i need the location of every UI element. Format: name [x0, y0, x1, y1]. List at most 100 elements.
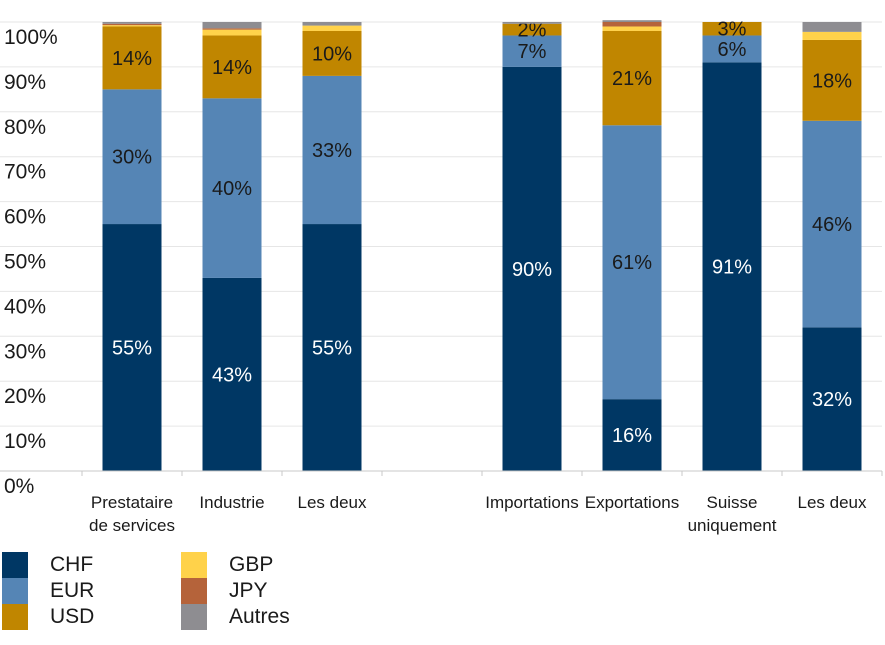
- data-label: 21%: [612, 68, 652, 90]
- legend-label-chf: CHF: [50, 553, 94, 576]
- bar-segment-autres: [602, 20, 662, 22]
- bar-segment-usd: [802, 39, 862, 121]
- legend-swatch-jpy: [181, 578, 207, 604]
- x-category-label: Suisse: [706, 493, 757, 512]
- bar-segment-autres: [302, 22, 362, 26]
- y-tick-label: 100%: [4, 26, 58, 49]
- data-label: 2%: [518, 20, 547, 42]
- data-label: 14%: [112, 48, 152, 70]
- data-label: 3%: [718, 19, 747, 41]
- legend-item-gbp: GBP: [181, 552, 273, 578]
- bar-segment-gbp: [202, 29, 262, 36]
- bar-stack: 43% 40% 14%: [202, 22, 262, 471]
- x-category-label: Les deux: [298, 493, 367, 512]
- bar-stack: 32% 46% 18%: [802, 22, 862, 471]
- bar-segment-usd: [202, 35, 262, 99]
- data-label: 18%: [812, 70, 852, 92]
- bar-segment-chf: [302, 224, 362, 471]
- bar-segment-usd: [702, 22, 762, 36]
- bar-segment-usd: [502, 23, 562, 36]
- legend-label-jpy: JPY: [229, 579, 268, 602]
- bar-segment-jpy: [202, 28, 262, 30]
- y-tick-label: 50%: [4, 251, 46, 274]
- x-category-label: Industrie: [199, 493, 264, 512]
- x-axis: [0, 470, 883, 476]
- legend-label-eur: EUR: [50, 579, 95, 602]
- legend-swatch-chf: [2, 552, 28, 578]
- data-label: 16%: [612, 425, 652, 447]
- y-tick-label: 10%: [4, 430, 46, 453]
- y-tick-label: 0%: [4, 475, 34, 498]
- bar-segment-eur: [302, 75, 362, 225]
- stacked-bar-chart: 0% 10% 20% 30% 40% 50% 60% 70% 80% 90% 100% 55% 30%…: [0, 19, 883, 535]
- y-tick-label: 80%: [4, 116, 46, 139]
- bar-segment-autres: [802, 22, 862, 32]
- bar-segment-eur: [502, 35, 562, 67]
- data-label: 40%: [212, 178, 252, 200]
- data-label: 90%: [512, 259, 552, 281]
- data-label: 6%: [718, 39, 747, 61]
- bar-segment-chf: [602, 399, 662, 471]
- bar-segment-eur: [802, 120, 862, 328]
- legend-item-usd: USD: [2, 604, 94, 630]
- legend-label-gbp: GBP: [229, 553, 274, 576]
- legend-label-usd: USD: [50, 605, 95, 628]
- bars: 55% 30% 14% 43% 40% 14% 55% 33% 10% 90% 7%2% 16% 61%…: [102, 19, 862, 472]
- bar-segment-chf: [702, 62, 762, 471]
- bar-segment-eur: [602, 125, 662, 400]
- bar-stack: 91% 6%3%: [702, 19, 762, 471]
- x-axis-labels: Prestataire de services Industrie Les deux I…: [89, 493, 867, 535]
- data-label: 10%: [312, 43, 352, 65]
- bar-segment-autres: [202, 22, 262, 29]
- bar-segment-eur: [702, 35, 762, 63]
- legend-swatch-usd: [2, 604, 28, 630]
- legend-label-autres: Autres: [229, 605, 290, 628]
- bar-segment-chf: [102, 224, 162, 471]
- bar-segment-usd: [602, 30, 662, 126]
- y-tick-label: 40%: [4, 295, 46, 318]
- data-label: 55%: [112, 338, 152, 360]
- data-label: 43%: [212, 364, 252, 386]
- bar-segment-autres: [102, 22, 162, 24]
- y-tick-label: 30%: [4, 340, 46, 363]
- x-category-label: Exportations: [585, 493, 680, 512]
- bar-stack: 90% 7%2%: [502, 20, 562, 472]
- bar-stack: 16% 61% 21%: [602, 20, 662, 471]
- bar-segment-usd: [102, 26, 162, 90]
- legend: CHF EUR USD GBP JPY Autres: [0, 552, 885, 642]
- bar-segment-jpy: [102, 23, 162, 26]
- bar-segment-chf: [202, 277, 262, 471]
- bar-segment-chf: [502, 66, 562, 472]
- y-tick-label: 90%: [4, 71, 46, 94]
- y-axis-ticks: 0% 10% 20% 30% 40% 50% 60% 70% 80% 90% 100%: [4, 26, 58, 498]
- legend-swatch-gbp: [181, 552, 207, 578]
- bar-segment-usd: [302, 30, 362, 76]
- bar-segment-jpy: [602, 22, 662, 27]
- bar-segment-gbp: [102, 25, 162, 27]
- bar-segment-gbp: [802, 31, 862, 40]
- bar-segment-eur: [202, 98, 262, 278]
- data-label: 55%: [312, 338, 352, 360]
- data-label: 32%: [812, 389, 852, 411]
- bar-stack: 55% 30% 14%: [102, 22, 162, 471]
- bar-segment-gbp: [302, 25, 362, 31]
- data-label: 30%: [112, 147, 152, 169]
- x-category-label: Les deux: [798, 493, 867, 512]
- legend-item-eur: EUR: [2, 578, 94, 604]
- bar-stack: 55% 33% 10%: [302, 22, 362, 471]
- legend-item-chf: CHF: [2, 552, 93, 578]
- y-tick-label: 20%: [4, 385, 46, 408]
- x-category-label: de services: [89, 516, 175, 535]
- data-label: 7%: [518, 41, 547, 63]
- y-tick-label: 60%: [4, 206, 46, 229]
- x-category-label: Importations: [485, 493, 579, 512]
- data-label: 46%: [812, 214, 852, 236]
- bar-segment-eur: [102, 89, 162, 225]
- data-label: 91%: [712, 257, 752, 279]
- x-category-label: Prestataire: [91, 493, 173, 512]
- legend-item-autres: Autres: [181, 604, 290, 630]
- y-tick-label: 70%: [4, 161, 46, 184]
- data-label: 33%: [312, 140, 352, 162]
- bar-segment-chf: [802, 327, 862, 471]
- data-label: 61%: [612, 252, 652, 274]
